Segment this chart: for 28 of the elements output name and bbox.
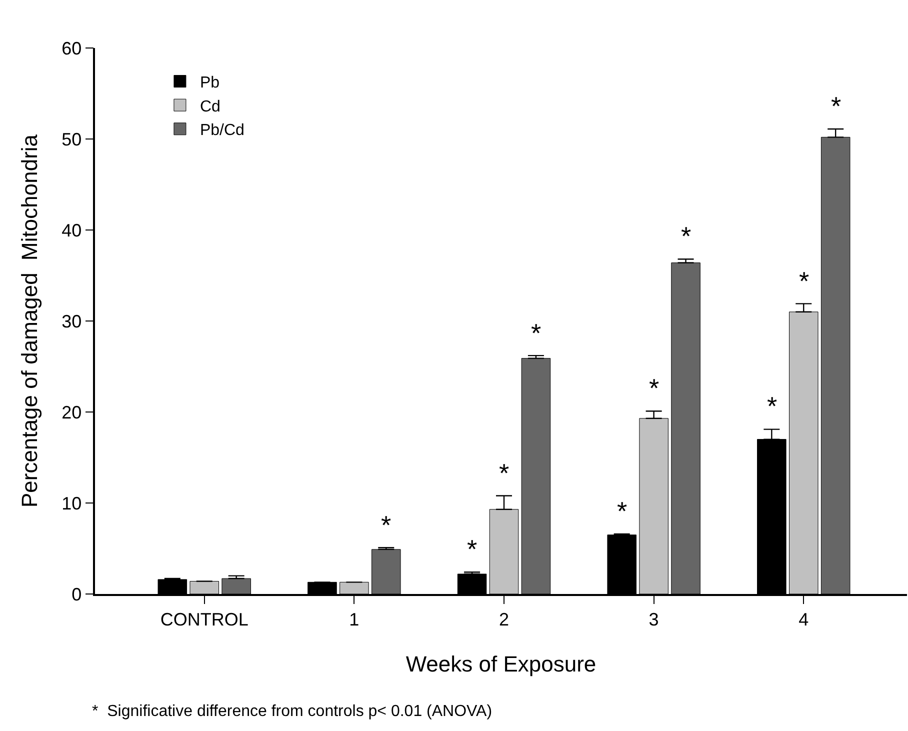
data-label: * xyxy=(381,510,392,540)
data-label: * xyxy=(681,221,692,251)
y-tick-label: 10 xyxy=(62,493,82,514)
y-tick-label: 30 xyxy=(62,311,82,332)
y-tick-label: 60 xyxy=(62,38,82,58)
data-label: * xyxy=(831,91,842,121)
y-tick-label: 50 xyxy=(62,129,82,150)
data-label: * xyxy=(649,373,660,403)
x-tick-label: 1 xyxy=(349,609,360,630)
x-axis-title: Weeks of Exposure xyxy=(406,652,596,677)
data-label: * xyxy=(467,534,478,564)
legend-label: Cd xyxy=(200,98,220,116)
data-label: * xyxy=(799,266,810,296)
y-tick-label: 20 xyxy=(62,402,82,422)
legend-label: Pb xyxy=(200,74,220,92)
data-label: * xyxy=(767,391,778,421)
x-tick-label: CONTROL xyxy=(160,609,248,630)
data-label: * xyxy=(617,496,628,526)
x-tick-label: 3 xyxy=(648,609,659,630)
data-label: * xyxy=(531,318,542,348)
y-tick-label: 40 xyxy=(62,220,82,240)
text: * Significative difference from controls p< 0.01 (ANOVA) xyxy=(92,703,492,720)
y-tick-label: 0 xyxy=(72,584,82,604)
data-label: * xyxy=(499,458,510,488)
x-tick-label: 2 xyxy=(498,609,510,630)
y-axis-title: Percentage of damaged Mitochondria xyxy=(16,134,42,508)
x-tick-label: 4 xyxy=(798,609,809,630)
legend-label: Pb/Cd xyxy=(200,122,244,140)
